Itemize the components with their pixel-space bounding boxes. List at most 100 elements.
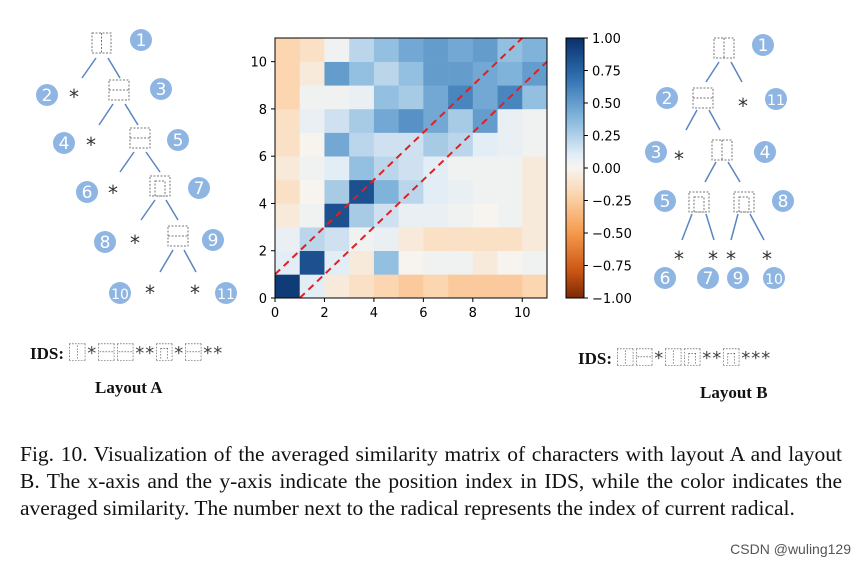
layout-a-ids-label: IDS: <box>30 344 65 363</box>
heatmap-cell <box>349 61 375 86</box>
colorbar-tick-label: −0.75 <box>592 260 632 275</box>
heatmap-cell <box>373 108 399 133</box>
heatmap-cell <box>299 250 325 275</box>
index-badge <box>727 267 749 289</box>
heatmap-cell <box>299 61 325 86</box>
heatmap-cell <box>497 250 523 275</box>
index-badge-label: 10 <box>111 287 129 303</box>
heatmap-cell <box>349 132 375 157</box>
index-badge <box>656 87 678 109</box>
layout-a-star: * <box>130 231 140 255</box>
heatmap-cell <box>324 85 350 110</box>
heatmap-cell <box>398 156 424 181</box>
layout-a-star: * <box>108 181 118 205</box>
heatmap-cell <box>373 179 399 204</box>
heatmap-cell <box>324 61 350 86</box>
index-badge-label: 11 <box>767 93 785 109</box>
index-badge <box>752 34 774 56</box>
colorbar-tick-label: −1.00 <box>592 292 632 307</box>
heatmap-cell <box>324 108 350 133</box>
heatmap-cell <box>497 156 523 181</box>
layout-b-node-4-icon <box>711 139 733 161</box>
colorbar-tick-label: 0.50 <box>592 97 621 112</box>
heatmap-cell <box>275 85 301 110</box>
heatmap-cell <box>423 179 449 204</box>
layout-a-node-1-icon <box>91 32 112 54</box>
heatmap-cell <box>423 132 449 157</box>
index-badge-label: 7 <box>703 269 714 289</box>
heatmap-cell <box>398 203 424 228</box>
index-badge <box>654 190 676 212</box>
colorbar-tick-label: −0.50 <box>592 227 632 242</box>
colorbar-tick-label: −0.25 <box>592 195 632 210</box>
layout-b-ids-sequence: ⿰⿱*⿰⿵**⿵*** <box>616 348 772 369</box>
heatmap-cell <box>373 227 399 252</box>
heatmap-cell <box>497 274 523 299</box>
y-tick-label: 0 <box>259 292 267 307</box>
heatmap-cell <box>324 132 350 157</box>
heatmap-cell <box>398 227 424 252</box>
layout-b-star: * <box>762 247 772 271</box>
index-badge-label: 2 <box>42 86 53 106</box>
index-badge-label: 8 <box>100 233 111 253</box>
index-badge-label: 5 <box>660 192 671 212</box>
heatmap-cell <box>398 250 424 275</box>
x-tick-label: 10 <box>514 306 531 321</box>
heatmap-cell <box>448 250 474 275</box>
colorbar <box>565 37 585 299</box>
layout-a-ids-sequence: ⿰*⿱⿱**⿵*⿱** <box>68 343 224 364</box>
heatmap-cell <box>349 85 375 110</box>
heatmap-cell <box>373 132 399 157</box>
index-badge <box>76 181 98 203</box>
heatmap-cell <box>398 108 424 133</box>
heatmap-cell <box>497 227 523 252</box>
index-badge <box>765 88 787 110</box>
x-tick-label: 4 <box>370 306 378 321</box>
layout-a-title: Layout A <box>95 378 163 397</box>
index-badge <box>167 129 189 151</box>
heatmap-cell <box>522 250 548 275</box>
heatmap-cell <box>448 274 474 299</box>
heatmap-cell <box>448 227 474 252</box>
index-badge <box>36 84 58 106</box>
heatmap-cell <box>448 61 474 86</box>
heatmap-cell <box>324 227 350 252</box>
index-badge-label: 4 <box>59 134 70 154</box>
heatmap-cell <box>275 38 301 62</box>
heatmap-cell <box>275 227 301 252</box>
heatmap-cell <box>349 156 375 181</box>
heatmap-cell <box>373 61 399 86</box>
index-badge-label: 3 <box>651 143 662 163</box>
heatmap-cell <box>472 85 498 110</box>
heatmap-cell <box>373 274 399 299</box>
x-tick-label: 6 <box>419 306 427 321</box>
index-badge-label: 9 <box>733 269 744 289</box>
colorbar-tick-label: 0.75 <box>592 65 621 80</box>
heatmap-cell <box>398 85 424 110</box>
heatmap-cell <box>349 108 375 133</box>
colorbar-tick-label: 0.00 <box>592 162 621 177</box>
heatmap-cell <box>324 179 350 204</box>
heatmap-cell <box>349 203 375 228</box>
index-badge-label: 6 <box>82 183 93 203</box>
heatmap-cell <box>373 203 399 228</box>
layout-b-star: * <box>726 247 736 271</box>
index-badge-label: 1 <box>136 31 147 51</box>
index-badge-label: 4 <box>760 143 771 163</box>
index-badge-label: 3 <box>156 80 167 100</box>
heatmap-cell <box>423 250 449 275</box>
heatmap-cell <box>275 61 301 86</box>
heatmap-cell <box>398 132 424 157</box>
y-tick-label: 4 <box>259 197 267 212</box>
index-badge <box>697 267 719 289</box>
index-badge <box>215 282 237 304</box>
heatmap-cell <box>349 250 375 275</box>
layout-b-node-1-icon <box>713 37 735 59</box>
heatmap-cell <box>299 38 325 62</box>
colorbar-tick-label: 0.25 <box>592 130 621 145</box>
layout-a-ids: IDS: ⿰*⿱⿱**⿵*⿱** <box>30 339 223 365</box>
heatmap-cell <box>423 227 449 252</box>
heatmap-cell <box>448 156 474 181</box>
layout-b-star: * <box>674 247 684 271</box>
index-badge <box>654 267 676 289</box>
